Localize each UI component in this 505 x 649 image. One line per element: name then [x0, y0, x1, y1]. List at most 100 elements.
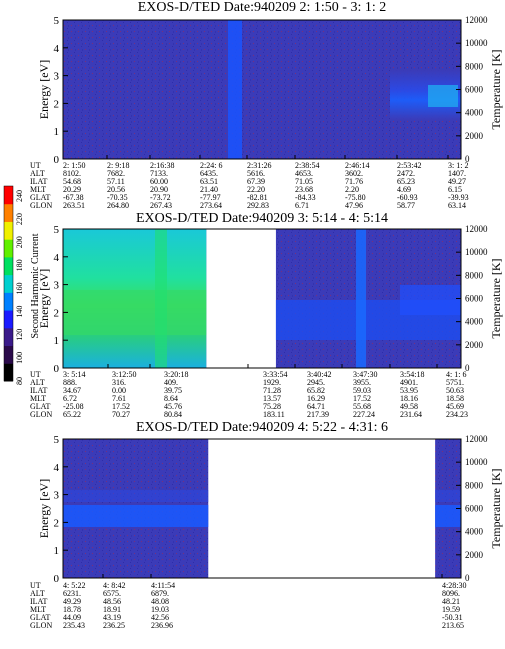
y2-tick-label: 2000	[465, 340, 484, 350]
table-cell: 65.23	[397, 177, 415, 186]
table-cell: 6.15	[448, 185, 462, 194]
table-cell: 42.56	[151, 613, 169, 622]
table-row-label: UT	[30, 581, 41, 590]
y2-tick-label: 10000	[465, 457, 488, 467]
table-cell: 227.24	[353, 410, 375, 419]
table-cell: -73.72	[150, 193, 171, 202]
table-cell: 3:33:54	[263, 370, 287, 379]
table-cell: 2:16:38	[150, 161, 174, 170]
table-cell: 49.58	[400, 402, 418, 411]
table-cell: 65.82	[307, 386, 325, 395]
y-tick-label: 2	[54, 517, 60, 529]
table-cell: 4.69	[397, 185, 411, 194]
table-cell: -84.33	[295, 193, 316, 202]
y2-tick-label: 4000	[465, 108, 484, 118]
table-row-label: MLT	[30, 605, 46, 614]
table-cell: 13.57	[263, 394, 281, 403]
table-cell: 16.29	[307, 394, 325, 403]
table-cell: -67.38	[63, 193, 84, 202]
colorbar-tick-label: 180	[15, 259, 24, 271]
table-cell: 49.29	[63, 597, 81, 606]
colorbar-label: Second Harmonic Current	[30, 233, 41, 338]
table-cell: 409.	[164, 378, 178, 387]
y-axis-label: Energy [eV]	[37, 269, 51, 328]
table-cell: 67.39	[247, 177, 265, 186]
table-cell: 50.63	[446, 386, 464, 395]
table-cell: 17.52	[353, 394, 371, 403]
table-cell: 6.72	[63, 394, 77, 403]
table-cell: -77.97	[200, 193, 221, 202]
table-cell: 235.43	[63, 621, 85, 630]
table-cell: 3:12:50	[112, 370, 136, 379]
table-cell: 1929.	[263, 378, 281, 387]
table-cell: 19.03	[151, 605, 169, 614]
y-tick-label: 0	[54, 363, 60, 375]
intensity-band	[63, 290, 207, 335]
table-row-label: ILAT	[30, 386, 47, 395]
table-cell: 48.56	[103, 597, 121, 606]
colorbar-tick-label: 80	[15, 377, 24, 385]
y2-axis-label: Temperature [K]	[489, 258, 503, 338]
table-cell: 2:31:26	[247, 161, 271, 170]
table-row-label: UT	[30, 370, 41, 379]
table-cell: 2:38:54	[295, 161, 319, 170]
y2-tick-label: 2000	[465, 131, 484, 141]
table-cell: 2472.	[397, 169, 415, 178]
panel-title: EXOS-D/TED Date:940209 2: 1:50 - 3: 1: 2	[138, 0, 386, 15]
colorbar-swatch	[4, 327, 13, 347]
table-row-label: ALT	[30, 169, 45, 178]
y-axis-label: Energy [eV]	[37, 479, 51, 538]
table-cell: 888.	[63, 378, 77, 387]
y2-axis-label: Temperature [K]	[489, 49, 503, 129]
colorbar-swatch	[4, 256, 13, 276]
y-tick-label: 5	[54, 434, 60, 446]
colorbar-swatch	[4, 292, 13, 311]
table-cell: 4: 5:22	[63, 581, 85, 590]
y-tick-label: 1	[54, 335, 60, 347]
table-cell: 63.51	[200, 177, 218, 186]
table-cell: 6435.	[200, 169, 218, 178]
table-cell: 70.27	[112, 410, 130, 419]
intensity-band	[63, 505, 209, 527]
table-cell: 3:40:42	[307, 370, 331, 379]
table-cell: 18.78	[63, 605, 81, 614]
y2-tick-label: 12000	[465, 434, 488, 444]
table-cell: 5616.	[247, 169, 265, 178]
y2-tick-label: 12000	[465, 15, 488, 25]
table-row-label: GLON	[30, 410, 52, 419]
table-cell: 45.76	[164, 402, 182, 411]
intensity-patch	[428, 85, 458, 107]
table-cell: 316.	[112, 378, 126, 387]
table-cell: -82.81	[247, 193, 268, 202]
table-cell: 19.59	[442, 605, 460, 614]
table-cell: 7133.	[150, 169, 168, 178]
colorbar-swatch	[4, 345, 13, 364]
y2-tick-label: 6000	[465, 294, 484, 304]
colorbar-swatch	[4, 221, 13, 240]
table-cell: 3: 5:14	[63, 370, 85, 379]
table-cell: 55.68	[353, 402, 371, 411]
panel-title: EXOS-D/TED Date:940209 3: 5:14 - 4: 5:14	[136, 211, 388, 226]
table-cell: 64.71	[307, 402, 325, 411]
intensity-stripe	[228, 20, 242, 159]
colorbar-frame	[3, 185, 14, 382]
table-cell: 3: 1: 2	[448, 161, 468, 170]
table-cell: 273.64	[200, 201, 222, 210]
y2-tick-label: 0	[465, 363, 470, 373]
y2-tick-label: 8000	[465, 270, 484, 280]
y2-tick-label: 8000	[465, 480, 484, 490]
colorbar-tick-label: 220	[15, 213, 24, 225]
table-cell: -75.80	[345, 193, 366, 202]
table-row-label: ILAT	[30, 597, 47, 606]
y-tick-label: 3	[54, 71, 60, 83]
table-cell: 2: 9:18	[107, 161, 129, 170]
table-row-label: GLAT	[30, 613, 51, 622]
y-tick-label: 2	[54, 307, 60, 319]
y-tick-label: 2	[54, 98, 60, 110]
y-tick-label: 4	[54, 252, 60, 264]
table-cell: 267.43	[150, 201, 172, 210]
table-cell: 264.80	[107, 201, 129, 210]
intensity-stripe	[356, 229, 366, 368]
